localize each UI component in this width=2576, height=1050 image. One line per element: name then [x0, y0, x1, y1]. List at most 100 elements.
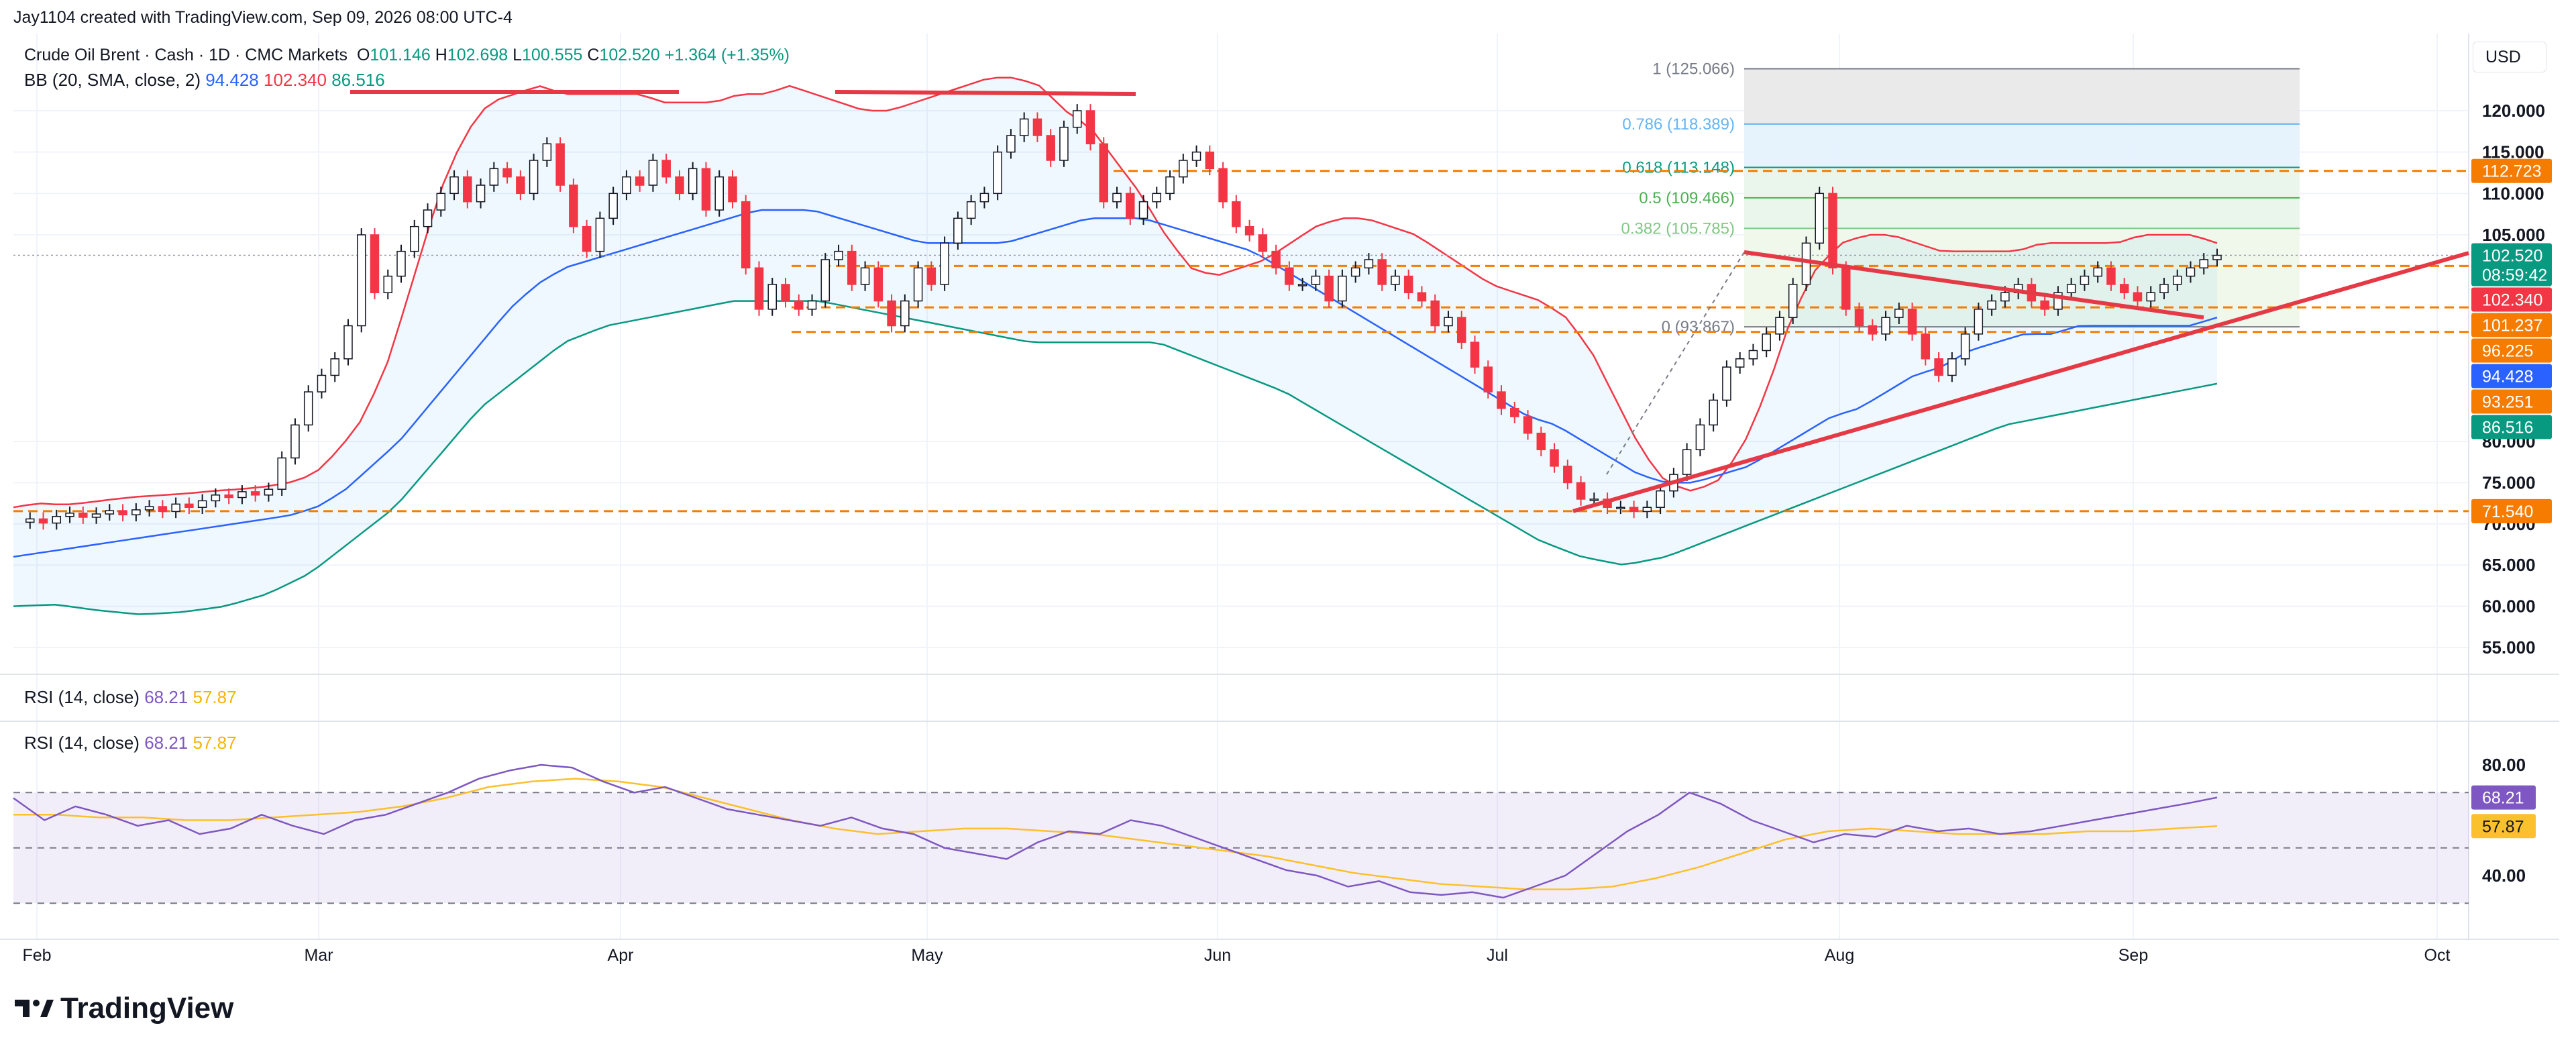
- price-tag-label: 112.723: [2482, 162, 2542, 181]
- rsi-label-2: RSI (14, close): [24, 733, 140, 753]
- candle-body: [476, 185, 486, 203]
- fib-zone-3: [1744, 197, 2300, 229]
- tradingview-logo: TradingView: [15, 992, 233, 1025]
- price-tag-label: 86.516: [2482, 419, 2533, 437]
- price-tick: 105.000: [2482, 225, 2545, 245]
- candle-body: [2212, 254, 2222, 260]
- candle-body: [502, 168, 512, 178]
- candle-body: [926, 267, 936, 285]
- candle-body: [25, 518, 35, 523]
- bb-lower-value: 86.516: [331, 70, 385, 90]
- candle-body: [754, 267, 764, 310]
- candle-body: [1974, 309, 1984, 335]
- candle-body: [847, 250, 857, 285]
- bb-legend[interactable]: BB (20, SMA, close, 2) 94.428 102.340 86…: [24, 70, 385, 91]
- trend-lines[interactable]: [350, 90, 2469, 513]
- candle-body: [1536, 432, 1546, 451]
- candle-body: [807, 300, 817, 310]
- rsi-ma-value-2: 57.87: [193, 733, 237, 753]
- candle-body: [2146, 292, 2155, 302]
- candle-body: [1271, 250, 1281, 269]
- brand-name: TradingView: [60, 992, 234, 1025]
- candle-body: [1430, 300, 1440, 327]
- price-tick: 110.000: [2482, 183, 2544, 203]
- rsi-legend-1[interactable]: RSI (14, close) 68.21 57.87: [24, 687, 237, 708]
- price-tick: 115.000: [2482, 142, 2544, 162]
- horizontal-levels[interactable]: [13, 170, 2469, 513]
- candle-body: [595, 217, 605, 252]
- candle-body: [1907, 309, 1917, 335]
- time-label-aug: Aug: [1825, 946, 1854, 965]
- candle-body: [1868, 325, 1878, 335]
- price-tick: 75.000: [2482, 472, 2536, 492]
- fib-label-4: 0.382 (105.785): [1621, 219, 1735, 238]
- candle-body: [65, 513, 74, 517]
- candle-body: [2119, 284, 2129, 293]
- time-label-oct: Oct: [2424, 946, 2451, 965]
- candle-body: [1205, 151, 1215, 170]
- countdown-label: 08:59:42: [2482, 266, 2547, 285]
- close-value: 102.520: [599, 46, 660, 64]
- high-value: 102.698: [447, 46, 508, 64]
- candle-body: [1456, 317, 1466, 343]
- candle-body: [1815, 193, 1824, 244]
- candle-body: [91, 513, 101, 518]
- candle-body: [542, 143, 552, 161]
- candle-body: [1403, 275, 1413, 293]
- candle-body: [1364, 259, 1374, 269]
- candle-body: [370, 234, 380, 293]
- fibonacci-retracement[interactable]: 1 (125.066) 0.786 (118.389) 0.618 (113.148…: [1621, 60, 2300, 337]
- candle-body: [675, 176, 684, 195]
- candle-body: [979, 193, 989, 203]
- rsi-tick: 80.00: [2482, 755, 2526, 775]
- candle-body: [1563, 466, 1572, 484]
- candle-body: [1775, 317, 1784, 335]
- fib-zone-1: [1744, 123, 2300, 168]
- candle-body: [2159, 284, 2169, 293]
- candle-body: [158, 506, 168, 513]
- rsi-legend-2[interactable]: RSI (14, close) 68.21 57.87: [24, 733, 237, 753]
- candle-body: [356, 234, 366, 327]
- candle-body: [622, 176, 631, 195]
- candle-body: [1510, 407, 1519, 417]
- rsi-tag-bg: [2471, 814, 2536, 839]
- candle-body: [1788, 284, 1798, 318]
- candle-body: [78, 513, 88, 518]
- candle-body: [184, 503, 194, 508]
- candle-body: [1762, 333, 1771, 352]
- price-tag-label: 71.540: [2482, 503, 2533, 521]
- candle-body: [1748, 350, 1758, 360]
- candle-body: [1179, 160, 1188, 178]
- candle-body: [516, 176, 525, 195]
- candle-body: [1085, 110, 1095, 145]
- price-tag-label: 93.251: [2482, 393, 2533, 412]
- candle-body: [2133, 292, 2143, 302]
- candle-body: [635, 176, 645, 186]
- candle-body: [211, 494, 221, 502]
- currency-selector[interactable]: USD: [2473, 42, 2546, 72]
- symbol-legend[interactable]: Crude Oil Brent · Cash · 1D · CMC Market…: [24, 46, 790, 65]
- candle-body: [1311, 275, 1321, 285]
- candle-body: [1881, 317, 1890, 335]
- price-tick: 60.000: [2482, 596, 2536, 617]
- time-label-may: May: [911, 946, 943, 965]
- fib-zone-0: [1744, 68, 2300, 124]
- candle-body: [1735, 358, 1745, 368]
- candle-body: [144, 506, 154, 511]
- candle-body: [1576, 482, 1586, 500]
- candle-body: [1616, 507, 1625, 509]
- low-value: 100.555: [522, 46, 583, 64]
- candle-body: [1987, 300, 1996, 310]
- candle-body: [52, 515, 62, 524]
- candle-body: [661, 160, 671, 178]
- candle-body: [2093, 267, 2102, 277]
- rsi-tag-bg: [2471, 785, 2536, 810]
- high-label: H: [435, 46, 447, 64]
- rsi-tick: 40.00: [2482, 865, 2526, 886]
- price-tag-bg: [2471, 338, 2552, 363]
- price-tick: 55.000: [2482, 637, 2536, 658]
- rsi-ma-value: 57.87: [193, 687, 237, 707]
- candle-body: [714, 176, 724, 211]
